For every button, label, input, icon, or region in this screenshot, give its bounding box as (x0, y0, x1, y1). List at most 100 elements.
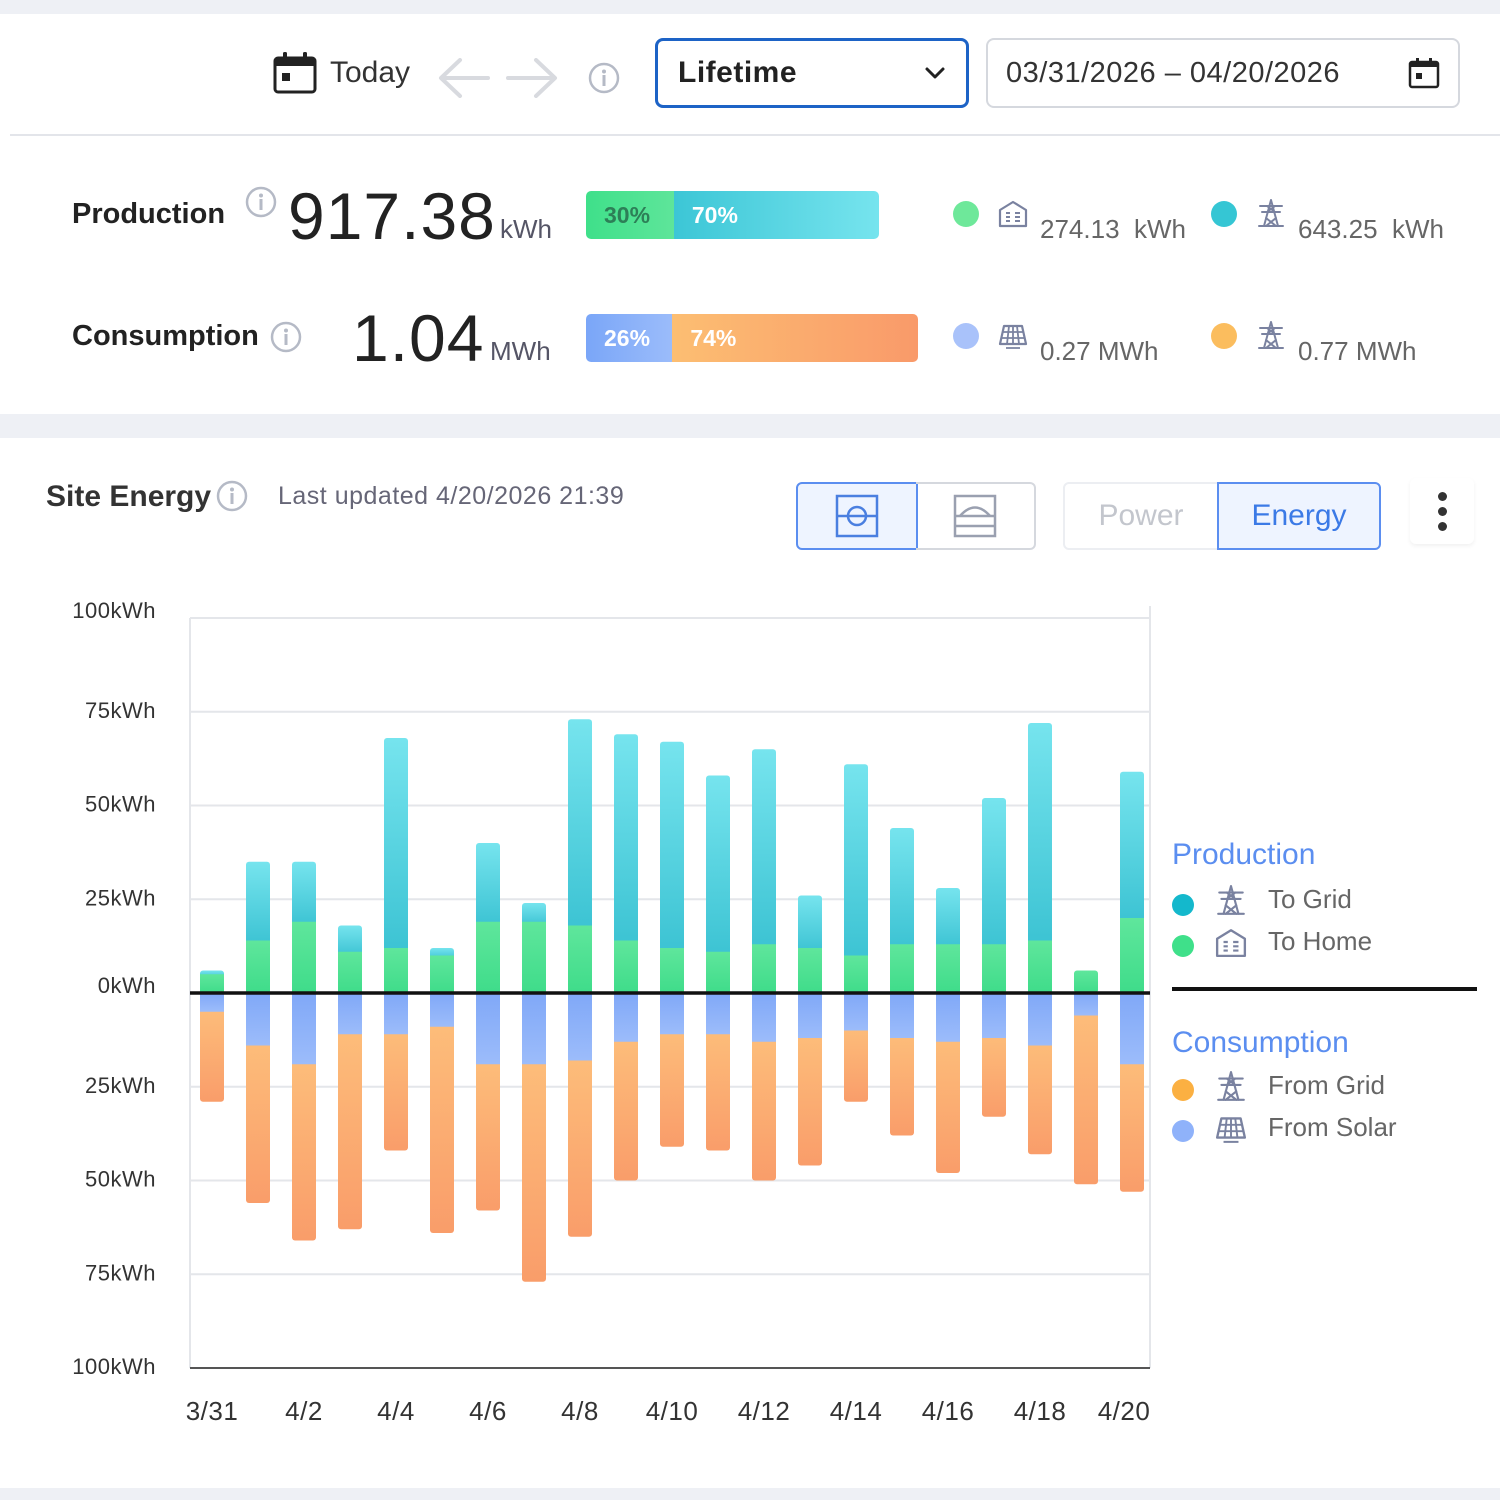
power-toggle[interactable]: Power (1063, 482, 1219, 550)
y-tick-label: 25kWh (85, 885, 156, 910)
to-grid-bar (1120, 771, 1144, 922)
consumption-split-bar: 26% 74% (586, 314, 918, 362)
to-grid-bar (706, 775, 730, 956)
legend-from-grid: From Grid (1268, 1070, 1385, 1100)
from-grid-bar (292, 1060, 316, 1241)
from-grid-bar (338, 1030, 362, 1230)
from-solar-bar (430, 993, 454, 1027)
site-energy-title: Site Energy (46, 480, 212, 513)
x-tick-label: 4/16 (922, 1396, 975, 1426)
y-tick-label: 75kWh (85, 698, 156, 723)
to-home-bar (568, 925, 592, 993)
next-arrow-icon[interactable] (504, 58, 560, 98)
to-home-bar (752, 944, 776, 993)
legend-from-solar-dot (1172, 1120, 1194, 1142)
previous-arrow-icon[interactable] (436, 58, 492, 98)
to-home-value: 274.13 (1040, 214, 1120, 244)
x-tick-label: 4/10 (646, 1396, 699, 1426)
consumption-value: 1.04 (352, 301, 485, 375)
energy-toggle[interactable]: Energy (1217, 482, 1381, 550)
from-solar-bar (1074, 993, 1098, 1016)
from-solar-bar (706, 993, 730, 1035)
today-label: Today (330, 56, 411, 89)
x-tick-label: 3/31 (186, 1396, 239, 1426)
to-grid-bar (384, 738, 408, 952)
area-chart-icon (953, 494, 997, 538)
solar-panel-icon (998, 324, 1028, 349)
power-toggle-label: Power (1098, 499, 1184, 532)
period-select[interactable]: Lifetime (655, 38, 969, 108)
to-home-dot (953, 201, 979, 227)
from-grid-bar (1028, 1041, 1052, 1155)
production-unit: kWh (500, 214, 552, 244)
to-home-bar (246, 940, 270, 993)
y-tick-label: 0kWh (98, 973, 156, 998)
from-solar-bar (476, 993, 500, 1065)
from-grid-bar (706, 1030, 730, 1151)
to-grid-bar (752, 749, 776, 949)
from-grid-bar (522, 1060, 546, 1282)
production-value: 917.38 (288, 179, 496, 253)
from-grid-bar (1074, 1011, 1098, 1185)
from-solar-bar (614, 993, 638, 1042)
to-home-bar (1074, 970, 1098, 993)
from-grid-bar (568, 1056, 592, 1237)
y-tick-label: 100kWh (72, 598, 156, 623)
to-home-bar (1120, 918, 1144, 993)
info-icon[interactable] (588, 62, 620, 94)
from-solar-bar (752, 993, 776, 1042)
to-home-bar (798, 948, 822, 993)
info-icon[interactable] (270, 321, 302, 353)
site-energy-chart: 100kWh 75kWh 50kWh 25kWh 0kWh 25kWh 50kWh 75kWh… (72, 598, 1151, 1426)
info-icon[interactable] (245, 186, 277, 218)
last-updated: Last updated 4/20/2026 21:39 (278, 482, 625, 510)
energy-toggle-label: Energy (1251, 499, 1347, 532)
from-grid-bar (798, 1034, 822, 1166)
split-view-button[interactable] (796, 482, 918, 550)
legend-to-home-dot (1172, 935, 1194, 957)
x-tick-label: 4/2 (285, 1396, 323, 1426)
y-tick-label: 75kWh (85, 1260, 156, 1285)
today-button[interactable]: Today (272, 50, 410, 96)
to-grid-bar (476, 843, 500, 926)
x-tick-label: 4/4 (377, 1396, 415, 1426)
period-select-value: Lifetime (678, 56, 798, 89)
solar-panel-icon (1215, 1117, 1247, 1143)
from-solar-bar (798, 993, 822, 1038)
more-options-button[interactable] (1410, 478, 1474, 544)
from-solar-bar (200, 993, 224, 1012)
to-home-bar (200, 974, 224, 993)
consumption-unit: MWh (490, 336, 551, 366)
from-solar-bar (522, 993, 546, 1065)
legend-production-heading: Production (1172, 838, 1316, 871)
overlay-view-button[interactable] (916, 482, 1036, 550)
y-tick-label: 25kWh (85, 1073, 156, 1098)
from-solar-bar (660, 993, 684, 1035)
to-grid-bar (982, 798, 1006, 949)
y-tick-label: 100kWh (72, 1354, 156, 1379)
from-solar-dot (953, 323, 979, 349)
power-tower-icon (1217, 885, 1245, 915)
from-solar-bar (890, 993, 914, 1038)
x-tick-label: 4/14 (830, 1396, 883, 1426)
y-tick-label: 50kWh (85, 1167, 156, 1192)
date-range-picker[interactable]: 03/31/2026 – 04/20/2026 (986, 38, 1460, 108)
from-solar-bar (338, 993, 362, 1035)
from-grid-bar (1120, 1060, 1144, 1192)
production-split-bar: 30% 70% (586, 191, 879, 239)
power-tower-icon (1258, 199, 1284, 227)
info-icon[interactable] (216, 480, 248, 512)
legend-from-solar: From Solar (1268, 1112, 1397, 1142)
to-grid-dot (1211, 201, 1237, 227)
home-icon (1215, 929, 1247, 958)
x-tick-label: 4/8 (561, 1396, 599, 1426)
from-grid-bar (890, 1034, 914, 1136)
x-tick-label: 4/12 (738, 1396, 791, 1426)
from-grid-bar (430, 1022, 454, 1233)
from-grid-bar (936, 1037, 960, 1173)
to-grid-bar (844, 764, 868, 960)
power-tower-icon (1217, 1071, 1245, 1101)
legend-from-grid-dot (1172, 1079, 1194, 1101)
to-home-bar (844, 955, 868, 993)
split-chart-icon (835, 494, 879, 538)
